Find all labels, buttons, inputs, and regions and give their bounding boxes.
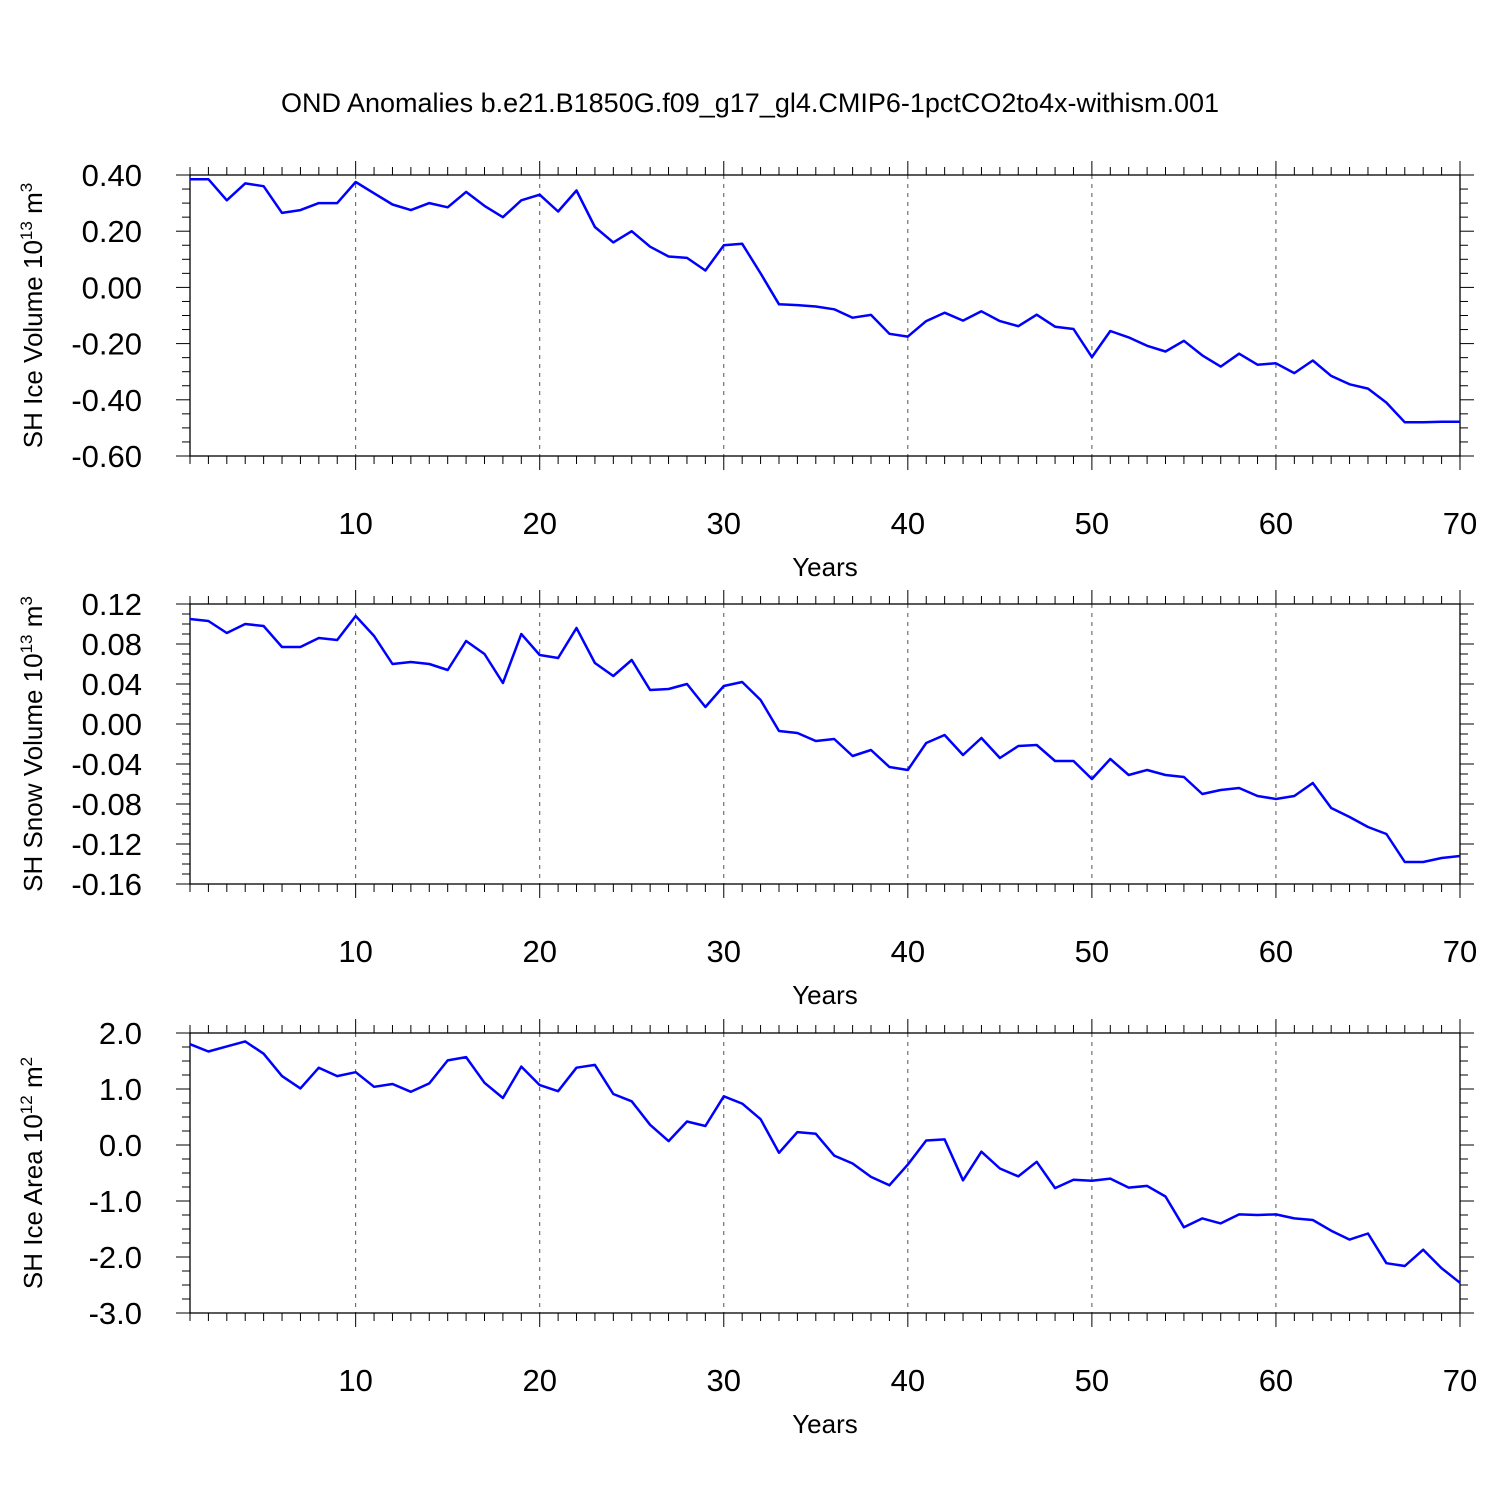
x-tick-label: 50 <box>1075 506 1109 541</box>
y-tick-label: -1.0 <box>89 1184 142 1219</box>
y-tick-label: -0.60 <box>71 439 142 474</box>
x-tick-label: 30 <box>707 934 741 969</box>
x-tick-label: 20 <box>522 934 556 969</box>
y-tick-label: -0.08 <box>71 787 142 822</box>
chart-panels: 10 20 30 40 50 60 70 -0.60 -0.40 -0.20 0.00 0.20 0.4… <box>17 158 1477 1439</box>
panel-1: 10 20 30 40 50 60 70 -0.60 -0.40 -0.20 0.00 0.20 0.4… <box>17 158 1477 582</box>
y-tick-label: -0.16 <box>71 867 142 902</box>
y-tick-label: 0.08 <box>82 627 142 662</box>
x-tick-label: 70 <box>1443 506 1477 541</box>
x-tick-label: 40 <box>891 934 925 969</box>
plot-frame <box>189 174 1461 457</box>
y-tick-label: 0.0 <box>99 1128 142 1163</box>
y-tick-label: 0.20 <box>82 214 142 249</box>
x-axis-title: Years <box>792 980 858 1010</box>
x-tick-label: 20 <box>522 1363 556 1398</box>
y-tick-label: 0.12 <box>82 587 142 622</box>
x-tick-label: 70 <box>1443 1363 1477 1398</box>
chart-title: OND Anomalies b.e21.B1850G.f09_g17_gl4.C… <box>281 88 1219 118</box>
y-tick-label: 0.04 <box>82 667 142 702</box>
x-tick-label: 10 <box>338 506 372 541</box>
series-line <box>190 177 1460 424</box>
x-tick-label: 60 <box>1259 934 1293 969</box>
y-tick-label: 1.0 <box>99 1072 142 1107</box>
y-tick-label: -0.12 <box>71 827 142 862</box>
y-tick-label: -0.20 <box>71 327 142 362</box>
panel-3: 10 20 30 40 50 60 70 -3.0 -2.0 -1.0 0.0 1.0 2.0 Years… <box>17 1016 1477 1439</box>
x-tick-label: 70 <box>1443 934 1477 969</box>
plot-frame <box>189 1032 1461 1314</box>
x-tick-label: 20 <box>522 506 556 541</box>
x-axis-title: Years <box>792 552 858 582</box>
y-axis-title: SH Snow Volume 1013 m3 <box>17 596 48 892</box>
x-tick-label: 50 <box>1075 934 1109 969</box>
y-tick-label: 2.0 <box>99 1016 142 1051</box>
y-tick-label: -3.0 <box>89 1296 142 1331</box>
x-axis-title: Years <box>792 1409 858 1439</box>
x-tick-label: 40 <box>891 1363 925 1398</box>
y-tick-label: 0.00 <box>82 270 142 305</box>
y-tick-label: 0.00 <box>82 707 142 742</box>
y-tick-label: 0.40 <box>82 158 142 193</box>
panel-2: 10 20 30 40 50 60 70 -0.16 -0.12 -0.08 -0.04 0.00 0.… <box>17 587 1477 1010</box>
series-line <box>189 614 1461 864</box>
y-axis-title: SH Ice Volume 1013 m3 <box>17 183 48 448</box>
x-tick-label: 50 <box>1075 1363 1109 1398</box>
y-tick-label: -2.0 <box>89 1240 142 1275</box>
x-tick-label: 30 <box>707 506 741 541</box>
x-tick-label: 40 <box>891 506 925 541</box>
x-tick-label: 30 <box>707 1363 741 1398</box>
plot-frame <box>189 603 1461 885</box>
x-tick-label: 10 <box>338 934 372 969</box>
x-tick-label: 60 <box>1259 1363 1293 1398</box>
y-tick-label: -0.04 <box>71 747 142 782</box>
x-tick-label: 60 <box>1259 506 1293 541</box>
y-axis-title: SH Ice Area 1012 m2 <box>17 1057 48 1289</box>
x-tick-label: 10 <box>338 1363 372 1398</box>
y-tick-label: -0.40 <box>71 383 142 418</box>
series-line <box>189 1040 1461 1284</box>
